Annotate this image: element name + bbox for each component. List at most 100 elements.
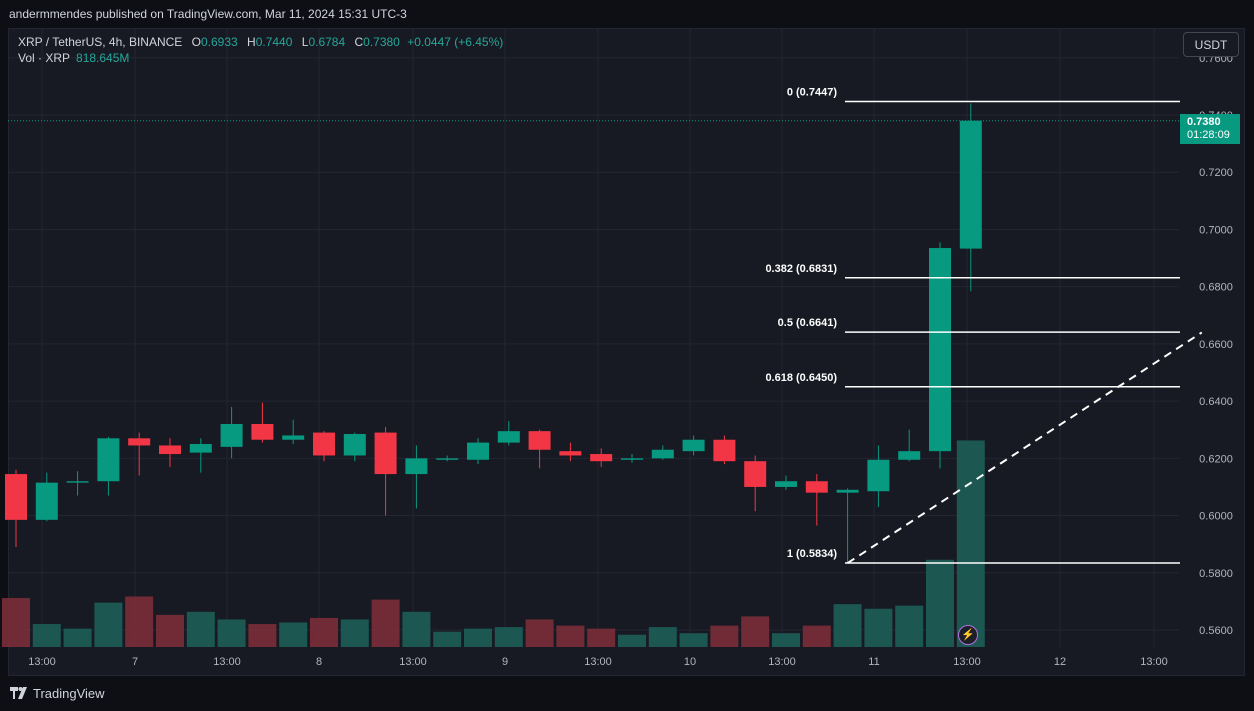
- top-bar: andermmendes published on TradingView.co…: [0, 0, 1254, 28]
- volume-bar: [32, 624, 61, 647]
- volume-bar: [833, 604, 862, 647]
- x-tick-label: 10: [684, 656, 696, 668]
- volume-bar: [217, 619, 246, 647]
- y-tick-label: 0.6800: [1199, 282, 1233, 294]
- volume-bar: [340, 619, 369, 647]
- x-tick-label: 7: [132, 656, 138, 668]
- last-price-value: 0.7380: [1187, 116, 1221, 128]
- y-tick-label: 0.6000: [1199, 511, 1233, 523]
- x-tick-label: 11: [868, 656, 879, 668]
- volume-bar: [94, 602, 123, 647]
- volume-label[interactable]: Vol · XRP: [18, 51, 71, 65]
- x-tick-label: 13:00: [399, 656, 427, 668]
- y-tick-label: 0.7000: [1199, 224, 1233, 236]
- volume-legend: Vol · XRP 818.645M: [18, 51, 129, 65]
- x-tick-label: 9: [502, 656, 508, 668]
- bar-countdown: 01:28:09: [1187, 129, 1230, 141]
- candle-body: [559, 451, 582, 456]
- candle-body: [528, 431, 551, 450]
- candle-body: [313, 432, 335, 456]
- y-tick-label: 0.6600: [1199, 339, 1233, 351]
- x-tick-label: 13:00: [213, 656, 241, 668]
- y-tick-label: 0.6200: [1199, 453, 1233, 465]
- volume-bar: [895, 605, 924, 647]
- close-value: 0.7380: [363, 35, 400, 49]
- x-tick-label: 13:00: [1140, 656, 1168, 668]
- close-label: C: [354, 35, 364, 49]
- last-price-label: 0.7380 01:28:09: [1180, 114, 1240, 144]
- candle-body: [220, 424, 243, 447]
- volume-bar: [741, 616, 770, 647]
- volume-bar: [710, 625, 739, 647]
- candle-body: [651, 449, 674, 459]
- candle-body: [713, 439, 736, 462]
- low-value: 0.6784: [308, 35, 346, 49]
- y-tick-label: 0.5800: [1199, 568, 1233, 580]
- candle-body: [898, 451, 921, 460]
- candle-body: [189, 444, 212, 453]
- candle-body: [744, 461, 767, 487]
- y-tick-label: 0.5600: [1199, 625, 1233, 637]
- volume-bar: [772, 633, 800, 647]
- candle-body: [405, 458, 428, 475]
- x-tick-label: 13:00: [953, 656, 981, 668]
- currency-button[interactable]: USDT: [1183, 32, 1239, 57]
- candle-body: [5, 474, 27, 520]
- y-tick-label: 0.7200: [1199, 167, 1233, 179]
- y-tick-label: 0.6400: [1199, 396, 1233, 408]
- x-tick-label: 12: [1054, 656, 1066, 668]
- volume-bar: [679, 633, 708, 647]
- candle-body: [35, 482, 58, 520]
- volume-bar: [63, 628, 92, 647]
- volume-value: 818.645M: [76, 51, 130, 65]
- volume-bar: [2, 598, 30, 647]
- lightning-icon[interactable]: ⚡: [958, 625, 978, 645]
- volume-bar: [125, 596, 154, 647]
- candle-body: [97, 438, 120, 482]
- candle-body: [497, 431, 520, 443]
- candle-body: [467, 442, 489, 460]
- volume-bar: [494, 627, 523, 647]
- fib-level-label: 1 (0.5834): [787, 548, 837, 560]
- volume-bar: [525, 619, 554, 647]
- x-tick-label: 8: [316, 656, 322, 668]
- candle-body: [959, 120, 982, 249]
- x-tick-label: 13:00: [768, 656, 796, 668]
- fib-level-label: 0.382 (0.6831): [765, 263, 837, 275]
- candle-body: [836, 489, 859, 493]
- symbol-name[interactable]: XRP / TetherUS, 4h, BINANCE: [18, 35, 183, 49]
- candle-body: [590, 454, 613, 462]
- volume-bar: [248, 624, 277, 647]
- volume-bar: [433, 631, 462, 647]
- candle-body: [867, 459, 890, 492]
- change-value: +0.0447 (+6.45%): [407, 35, 504, 49]
- candle-body: [66, 481, 89, 483]
- candle-body: [251, 424, 274, 440]
- chart-panel[interactable]: [8, 28, 1245, 676]
- candle-body: [343, 434, 366, 456]
- candle-body: [775, 481, 797, 487]
- candle-body: [682, 439, 705, 452]
- volume-bar: [926, 559, 954, 647]
- volume-bar: [648, 627, 677, 647]
- x-tick-label: 13:00: [584, 656, 612, 668]
- volume-bar: [556, 625, 585, 647]
- candle-body: [128, 438, 151, 446]
- tradingview-logo[interactable]: TradingView: [10, 686, 105, 701]
- fib-level-label: 0.618 (0.6450): [765, 372, 837, 384]
- open-value: 0.6933: [200, 35, 238, 49]
- low-label: L: [301, 35, 309, 49]
- fib-level-label: 0 (0.7447): [787, 87, 837, 99]
- volume-bar: [156, 614, 184, 647]
- tradingview-logo-icon: [10, 687, 27, 699]
- fib-trend-line: [847, 331, 1203, 564]
- volume-bar: [587, 628, 616, 647]
- brand-name: TradingView: [33, 686, 105, 701]
- volume-bar: [864, 608, 893, 647]
- candle-body: [621, 458, 643, 460]
- volume-bar: [402, 611, 431, 647]
- volume-bar: [618, 634, 646, 647]
- candle-body: [374, 432, 397, 475]
- volume-bar: [956, 440, 985, 647]
